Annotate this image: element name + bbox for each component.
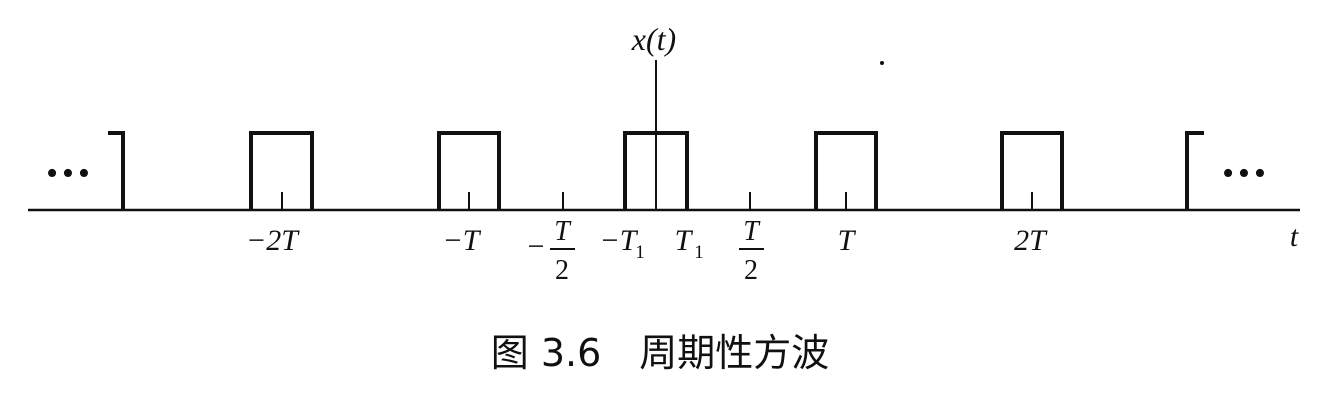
continuation-dots-left: ••• [46, 155, 94, 192]
pulse-minus-2T [249, 131, 314, 210]
stray-mark [880, 61, 884, 65]
pulse-partial-right [1185, 131, 1204, 210]
label-half-T: T 2 [739, 216, 764, 286]
label-minus-half-T-denominator: 2 [555, 255, 569, 286]
continuation-dots-right: ••• [1222, 155, 1270, 192]
tick-marks [281, 192, 1033, 210]
label-T: T [838, 224, 857, 257]
square-wave-pulses [108, 131, 1204, 210]
label-T1-main: T [675, 224, 694, 257]
pulse-partial-left [108, 131, 125, 210]
label-minus-half-T-numerator: T [554, 216, 572, 247]
label-2T: 2T [1014, 224, 1048, 257]
figure-caption: 图 3.6 周期性方波 [491, 331, 830, 375]
label-minus-T1: −T 1 [600, 224, 645, 263]
pulse-minus-T [437, 131, 501, 210]
label-minus-T: −T [443, 224, 482, 257]
pulse-T [814, 131, 878, 210]
label-half-T-denominator: 2 [744, 255, 758, 286]
label-minus-half-T: − T 2 [528, 216, 575, 286]
label-minus-half-T-sign: − [528, 230, 545, 263]
label-T1: T 1 [675, 224, 704, 263]
label-T1-subscript: 1 [694, 242, 704, 263]
signal-label: x(t) [631, 21, 676, 57]
label-minus-T1-subscript: 1 [635, 242, 645, 263]
label-minus-T1-main: −T [600, 224, 639, 257]
label-minus-2T: −2T [246, 224, 300, 257]
pulse-zero [623, 131, 689, 210]
label-half-T-numerator: T [743, 216, 761, 247]
axis-variable-label: t [1290, 220, 1299, 253]
pulse-2T [1000, 131, 1064, 210]
